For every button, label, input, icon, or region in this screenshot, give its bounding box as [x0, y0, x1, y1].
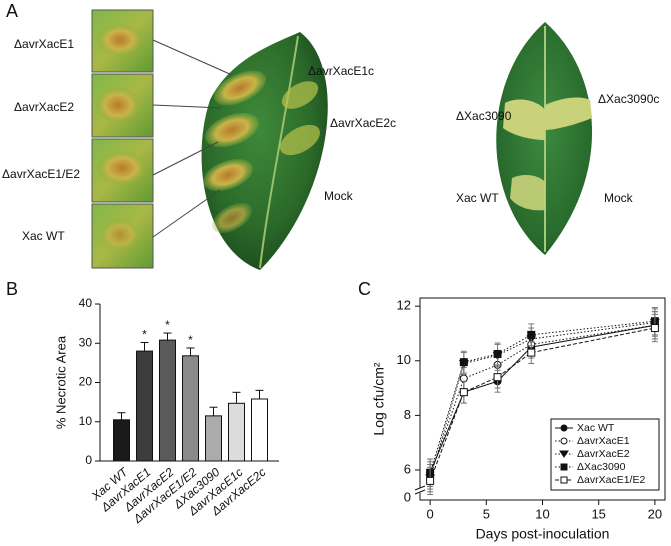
leaf-label: Mock: [604, 191, 634, 205]
marker: [426, 476, 435, 485]
lesion: [100, 219, 140, 251]
legend: Xac WTΔavrXacE1ΔavrXacE2ΔXac3090ΔavrXacE…: [550, 418, 660, 491]
leaf-label: ΔavrXacE2c: [330, 116, 396, 130]
y-tick-label: 40: [79, 296, 93, 310]
legend-label: ΔavrXacE2: [577, 448, 630, 460]
lesion: [98, 151, 146, 185]
y-axis-label: Log cfu/cm²: [371, 362, 387, 435]
legend-marker: [559, 450, 569, 458]
marker: [650, 324, 659, 333]
axis-break-gap: [416, 488, 424, 493]
x-tick-label: 0: [426, 506, 433, 521]
panel-label: B: [6, 279, 18, 299]
legend-marker: [560, 424, 568, 432]
y-tick-label: 20: [79, 375, 93, 389]
x-axis-label: Days post-inoculation: [476, 526, 610, 542]
line: [429, 320, 655, 473]
marker: [527, 330, 536, 339]
thumbnail-label: Xac WT: [22, 229, 65, 243]
y-tick-label: 30: [79, 335, 93, 349]
legend-label: Xac WT: [577, 422, 615, 434]
thumbnails: [91, 9, 154, 269]
leaf-label: ΔXac3090: [456, 109, 512, 123]
bar: [136, 350, 153, 462]
axis-break: [414, 489, 426, 495]
marker: [493, 373, 502, 382]
y-tick-label: 6: [404, 461, 411, 476]
significance-label: *: [142, 328, 147, 342]
significance-label: *: [165, 318, 170, 332]
legend-marker: [560, 437, 568, 445]
x-tick-label: 5: [483, 506, 490, 521]
line: [429, 327, 655, 482]
marker: [527, 348, 536, 357]
legend-label: ΔavrXacE1/E2: [577, 474, 645, 486]
x-tick-label: 10: [535, 506, 549, 521]
thumbnail-label: ΔavrXacE1/E2: [2, 167, 80, 181]
thumbnail-label: ΔavrXacE1: [14, 37, 74, 51]
panel-label: A: [6, 1, 18, 21]
legend-marker: [560, 476, 568, 484]
bar: [228, 402, 245, 462]
arrows: [152, 39, 233, 238]
y-tick-label: 10: [397, 352, 411, 367]
x-tick-label: 20: [648, 506, 662, 521]
marker: [459, 358, 468, 367]
y-tick-label: 0: [85, 453, 92, 467]
panel-label: C: [358, 279, 371, 299]
marker: [493, 349, 502, 358]
y-axis-label: % Necrotic Area: [53, 335, 68, 429]
y-tick-label: 12: [397, 298, 411, 313]
bar: [159, 339, 176, 462]
leaf-label: Xac WT: [456, 191, 499, 205]
leaf-label: ΔavrXacE1c: [308, 64, 374, 78]
leaf-label: Mock: [324, 189, 354, 203]
bar: [205, 415, 222, 462]
y-tick-label: 8: [404, 407, 411, 422]
leaf: [201, 32, 328, 270]
leaf-label: ΔXac3090c: [598, 92, 659, 106]
bar: [251, 398, 268, 462]
legend-label: ΔavrXacE1: [577, 435, 630, 447]
significance-label: *: [188, 333, 193, 347]
leaf: [496, 22, 593, 255]
y-tick-label: 0: [404, 489, 411, 504]
thumbnail-label: ΔavrXacE2: [14, 100, 74, 114]
x-tick-label: 15: [591, 506, 605, 521]
marker: [459, 388, 468, 397]
y-tick-label: 10: [79, 414, 93, 428]
bar: [113, 419, 130, 462]
lesion: [98, 24, 142, 56]
lesion: [96, 87, 140, 123]
legend-label: ΔXac3090: [577, 461, 626, 473]
legend-marker: [560, 463, 568, 471]
bar: [182, 355, 199, 462]
axis-break: [414, 485, 426, 491]
